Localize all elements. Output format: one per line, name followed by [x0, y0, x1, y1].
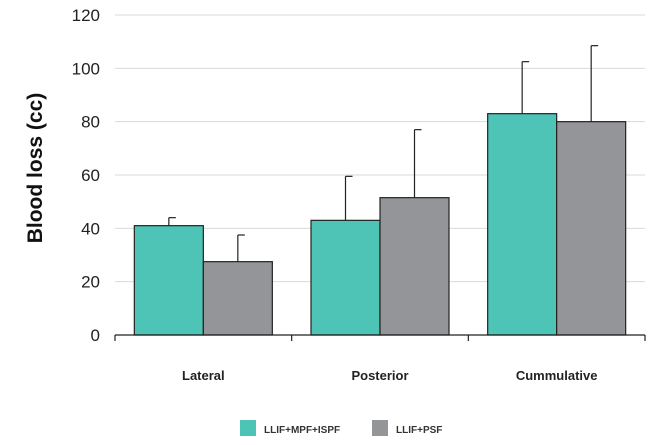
y-tick-label: 100: [72, 59, 100, 78]
bar: [487, 113, 558, 336]
y-tick-label: 120: [72, 6, 100, 25]
y-tick-label: 40: [81, 219, 100, 238]
x-tick-label: Cummulative: [516, 368, 598, 383]
y-axis-title: Blood loss (cc): [24, 93, 47, 244]
y-tick-label: 60: [81, 166, 100, 185]
x-tick-label: Posterior: [351, 368, 408, 383]
legend-label: LLIF+MPF+ISPF: [264, 425, 340, 436]
bar: [133, 225, 204, 336]
bar: [310, 219, 381, 336]
legend-label: LLIF+PSF: [396, 425, 442, 436]
bar: [379, 197, 450, 336]
legend-swatch: [372, 420, 388, 436]
y-tick-label: 20: [81, 273, 100, 292]
bar: [556, 121, 627, 336]
legend-swatch: [240, 420, 256, 436]
axes: [114, 334, 646, 341]
bars: [133, 45, 627, 336]
legend: LLIF+MPF+ISPF LLIF+PSF: [240, 420, 442, 436]
y-tick-label: 0: [91, 326, 100, 345]
x-tick-label: Lateral: [182, 368, 225, 383]
bar: [202, 261, 273, 336]
y-tick-label: 80: [81, 113, 100, 132]
tick-labels: 0 20 40 60 80 100 120 Lateral Posterior Cummulati…: [72, 6, 598, 383]
